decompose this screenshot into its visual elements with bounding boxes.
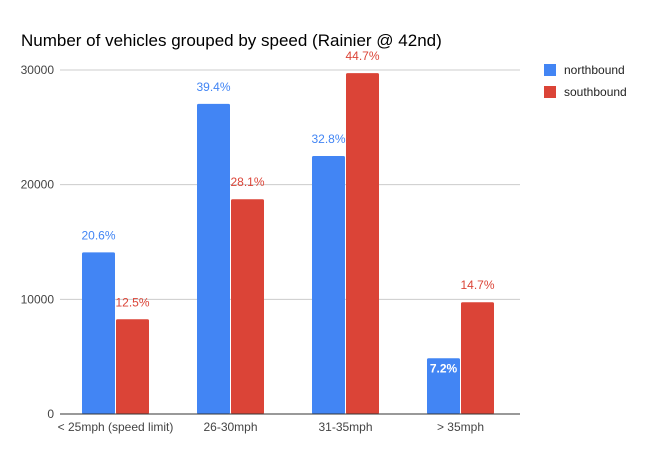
legend-label: northbound <box>564 63 625 77</box>
data-label: 39.4% <box>196 80 230 94</box>
bar-northbound <box>82 252 115 414</box>
data-label: 12.5% <box>115 295 149 309</box>
x-category-label: 31-35mph <box>318 420 372 434</box>
chart-title: Number of vehicles grouped by speed (Rai… <box>21 31 442 50</box>
bar-southbound <box>116 319 149 414</box>
x-axis-categories: < 25mph (speed limit) 26-30mph 31-35mph > 3… <box>58 420 484 434</box>
legend-label: southbound <box>564 85 627 99</box>
x-category-label: > 35mph <box>437 420 484 434</box>
legend-swatch-northbound <box>544 64 556 76</box>
y-tick-label: 0 <box>47 407 54 421</box>
y-tick-label: 30000 <box>21 63 55 77</box>
data-label: 7.2% <box>430 361 458 375</box>
x-category-label: < 25mph (speed limit) <box>58 420 174 434</box>
data-label: 28.1% <box>230 175 264 189</box>
bars <box>82 73 494 415</box>
bar-northbound <box>312 156 345 414</box>
data-label: 44.7% <box>345 49 379 63</box>
data-labels: 20.6% 12.5% 39.4% 28.1% 32.8% 44.7% 7.2% 14.7% <box>81 49 494 375</box>
y-tick-label: 20000 <box>21 178 55 192</box>
legend-swatch-southbound <box>544 86 556 98</box>
y-axis-ticks: 0 10000 20000 30000 <box>21 63 55 421</box>
y-tick-label: 10000 <box>21 292 55 306</box>
gridlines <box>60 69 520 300</box>
bar-northbound <box>197 103 230 415</box>
x-category-label: 26-30mph <box>203 420 257 434</box>
data-label: 20.6% <box>81 228 115 242</box>
bar-southbound <box>231 199 264 414</box>
bar-northbound <box>427 358 460 414</box>
legend: northbound southbound <box>544 63 627 99</box>
data-label: 14.7% <box>460 278 494 292</box>
bar-southbound <box>346 73 379 414</box>
bar-southbound <box>461 302 494 414</box>
data-label: 32.8% <box>311 132 345 146</box>
